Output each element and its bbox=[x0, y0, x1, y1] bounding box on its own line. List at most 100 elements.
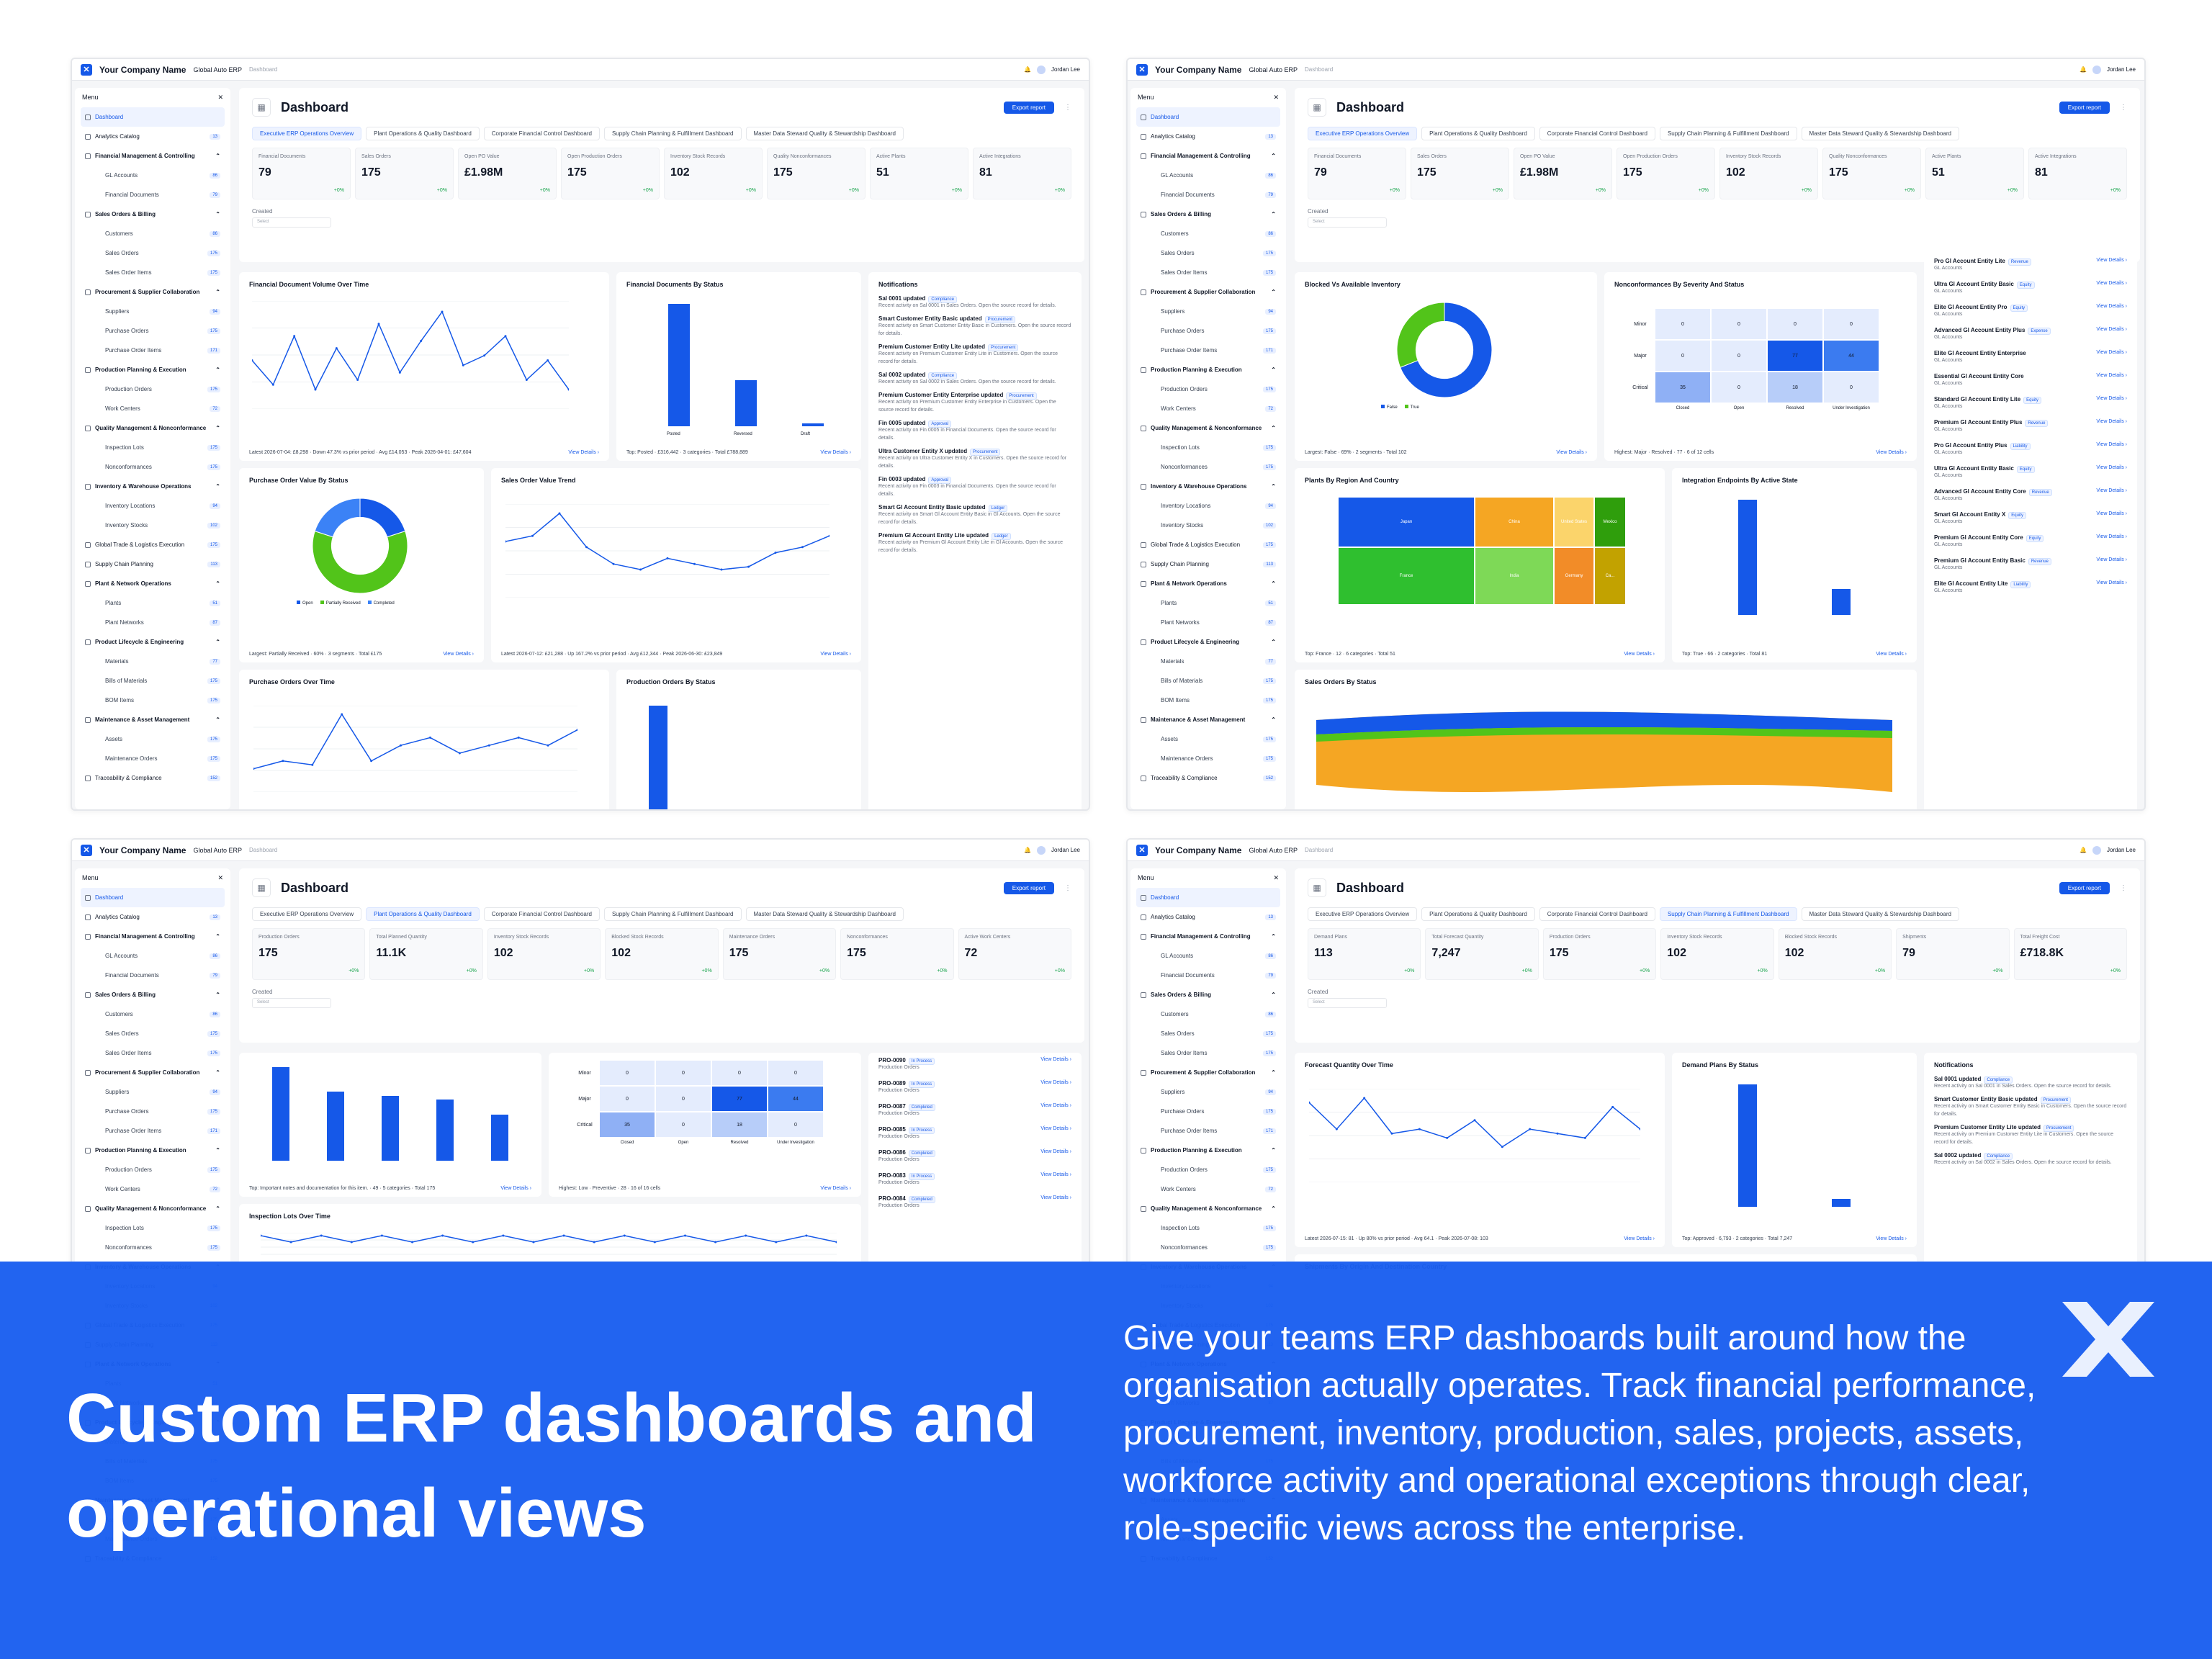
bar[interactable] bbox=[802, 423, 824, 426]
kpi-card[interactable]: Active Work Centers 72 +0% bbox=[958, 928, 1071, 980]
kpi-card[interactable]: Sales Orders 175 +0% bbox=[1411, 148, 1509, 199]
notification-item[interactable]: Premium Gl Account Entity Lite updated Le… bbox=[868, 529, 1082, 557]
tab[interactable]: Supply Chain Planning & Fulfillment Dash… bbox=[603, 907, 742, 921]
heatmap-cell[interactable]: 0 bbox=[1655, 308, 1711, 340]
sidebar-item[interactable]: Supply Chain Planning 113 bbox=[1136, 554, 1280, 574]
kpi-card[interactable]: Active Integrations 81 +0% bbox=[973, 148, 1071, 199]
sidebar-item[interactable]: Purchase Order Items 171 bbox=[1136, 341, 1280, 360]
bar[interactable] bbox=[1832, 1198, 1851, 1207]
tab[interactable]: Executive ERP Operations Overview bbox=[1308, 127, 1418, 140]
gl-account-item[interactable]: Pro Gl Account Entity Lite Revenue GL Acco… bbox=[1924, 253, 2137, 276]
chevron-up-icon[interactable]: ⌃ bbox=[1271, 483, 1276, 490]
sidebar-item[interactable]: GL Accounts 86 bbox=[81, 166, 225, 185]
heatmap-cell[interactable]: 0 bbox=[768, 1112, 824, 1138]
bar[interactable] bbox=[491, 1115, 508, 1161]
close-icon[interactable]: ✕ bbox=[1273, 94, 1279, 101]
heatmap-cell[interactable]: 0 bbox=[1823, 372, 1879, 403]
bar[interactable] bbox=[667, 304, 690, 426]
notification-item[interactable]: Smart Customer Entity Basic updated Procu… bbox=[868, 313, 1082, 341]
sidebar-item[interactable]: Traceability & Compliance 152 bbox=[81, 768, 225, 788]
sidebar-item[interactable]: Maintenance Orders 175 bbox=[1136, 749, 1280, 768]
sidebar-item[interactable]: Nonconformances 175 bbox=[1136, 1238, 1280, 1257]
sidebar-item[interactable]: Production Planning & Execution ⌃ bbox=[1136, 360, 1280, 379]
kpi-card[interactable]: Total Planned Quantity 11.1K +0% bbox=[369, 928, 483, 980]
sidebar-item[interactable]: Purchase Orders 175 bbox=[81, 1102, 225, 1121]
sidebar-item[interactable]: Suppliers 94 bbox=[1136, 302, 1280, 321]
kpi-card[interactable]: Shipments 79 +0% bbox=[1896, 928, 2010, 980]
sidebar-item[interactable]: Nonconformances 175 bbox=[81, 1238, 225, 1257]
bar[interactable] bbox=[327, 1092, 344, 1161]
chevron-up-icon[interactable]: ⌃ bbox=[1271, 716, 1276, 723]
sidebar-item[interactable]: Sales Order Items 175 bbox=[1136, 263, 1280, 282]
view-details-link[interactable]: View Details › bbox=[820, 450, 851, 455]
heatmap-cell[interactable]: 0 bbox=[768, 1060, 824, 1086]
view-details-link[interactable]: View Details › bbox=[443, 652, 474, 657]
heatmap-cell[interactable]: 0 bbox=[599, 1060, 655, 1086]
kpi-card[interactable]: Production Orders 175 +0% bbox=[252, 928, 366, 980]
chevron-up-icon[interactable]: ⌃ bbox=[1271, 1069, 1276, 1076]
view-details-link[interactable]: View Details › bbox=[1040, 1080, 1071, 1085]
tab[interactable]: Executive ERP Operations Overview bbox=[1308, 907, 1418, 921]
view-details-link[interactable]: View Details › bbox=[2096, 350, 2127, 355]
bar[interactable] bbox=[735, 379, 757, 426]
kpi-card[interactable]: Active Integrations 81 +0% bbox=[2028, 148, 2127, 199]
chevron-up-icon[interactable]: ⌃ bbox=[1271, 933, 1276, 940]
view-details-link[interactable]: View Details › bbox=[500, 1186, 531, 1191]
sidebar-item[interactable]: Quality Management & Nonconformance ⌃ bbox=[1136, 1199, 1280, 1218]
view-details-link[interactable]: View Details › bbox=[820, 652, 851, 657]
chevron-up-icon[interactable]: ⌃ bbox=[215, 211, 220, 217]
notification-item[interactable]: Sal 0001 updated Compliance Recent activit… bbox=[1924, 1073, 2137, 1093]
sidebar-item[interactable]: Production Orders 175 bbox=[81, 379, 225, 399]
kpi-card[interactable]: Financial Documents 79 +0% bbox=[1308, 148, 1406, 199]
sidebar-item[interactable]: Assets 175 bbox=[1136, 729, 1280, 749]
sidebar-item[interactable]: Procurement & Supplier Collaboration ⌃ bbox=[81, 1063, 225, 1082]
view-details-link[interactable]: View Details › bbox=[1040, 1057, 1071, 1062]
sidebar-item[interactable]: Purchase Order Items 171 bbox=[81, 1121, 225, 1141]
view-details-link[interactable]: View Details › bbox=[1624, 1236, 1655, 1241]
bell-icon[interactable]: 🔔 bbox=[2080, 847, 2087, 853]
sidebar-item[interactable]: Inspection Lots 175 bbox=[81, 438, 225, 457]
heatmap-cell[interactable]: 44 bbox=[1823, 340, 1879, 372]
chevron-up-icon[interactable]: ⌃ bbox=[215, 716, 220, 723]
tab[interactable]: Master Data Steward Quality & Stewardshi… bbox=[1801, 127, 1959, 140]
chevron-up-icon[interactable]: ⌃ bbox=[1271, 153, 1276, 159]
sidebar-item[interactable]: Plants 51 bbox=[1136, 593, 1280, 613]
view-details-link[interactable]: View Details › bbox=[2096, 534, 2127, 539]
sidebar-item[interactable]: Work Centers 72 bbox=[1136, 1179, 1280, 1199]
gl-account-item[interactable]: Premium Gl Account Entity Core Equity GL A… bbox=[1924, 530, 2137, 553]
avatar[interactable] bbox=[2092, 845, 2101, 855]
sidebar-item[interactable]: Dashboard bbox=[81, 888, 225, 907]
avatar[interactable] bbox=[1036, 65, 1046, 74]
kpi-card[interactable]: Active Plants 51 +0% bbox=[1925, 148, 2024, 199]
created-filter-select[interactable]: Select bbox=[252, 217, 331, 228]
sidebar-item[interactable]: Dashboard bbox=[81, 107, 225, 127]
user-name[interactable]: Jordan Lee bbox=[2106, 66, 2136, 73]
sidebar-item[interactable]: Financial Management & Controlling ⌃ bbox=[1136, 927, 1280, 946]
notification-item[interactable]: Sal 0001 updated Compliance Recent activit… bbox=[868, 292, 1082, 313]
sidebar-item[interactable]: Inspection Lots 175 bbox=[1136, 1218, 1280, 1238]
sidebar-item[interactable]: Suppliers 94 bbox=[1136, 1082, 1280, 1102]
more-icon[interactable]: ⋮ bbox=[1064, 884, 1071, 892]
tab[interactable]: Supply Chain Planning & Fulfillment Dash… bbox=[603, 127, 742, 140]
view-details-link[interactable]: View Details › bbox=[2096, 281, 2127, 286]
notification-item[interactable]: Premium Customer Entity Enterprise updat… bbox=[868, 389, 1082, 417]
sidebar-item[interactable]: Production Planning & Execution ⌃ bbox=[81, 1141, 225, 1160]
sidebar-item[interactable]: Inventory Locations 94 bbox=[81, 496, 225, 516]
sidebar-item[interactable]: Quality Management & Nonconformance ⌃ bbox=[81, 418, 225, 438]
chevron-up-icon[interactable]: ⌃ bbox=[1271, 639, 1276, 645]
kpi-card[interactable]: Demand Plans 113 +0% bbox=[1308, 928, 1421, 980]
export-report-button[interactable]: Export report bbox=[2059, 881, 2110, 894]
sidebar-item[interactable]: Procurement & Supplier Collaboration ⌃ bbox=[1136, 1063, 1280, 1082]
kpi-card[interactable]: Quality Nonconformances 175 +0% bbox=[767, 148, 866, 199]
sidebar-item[interactable]: Quality Management & Nonconformance ⌃ bbox=[81, 1199, 225, 1218]
sidebar-item[interactable]: Work Centers 72 bbox=[81, 1179, 225, 1199]
kpi-card[interactable]: Inventory Stock Records 102 +0% bbox=[664, 148, 763, 199]
sidebar-item[interactable]: Inventory Stocks 102 bbox=[1136, 516, 1280, 535]
sidebar-item[interactable]: Procurement & Supplier Collaboration ⌃ bbox=[81, 282, 225, 302]
sidebar-item[interactable]: Inventory & Warehouse Operations ⌃ bbox=[1136, 477, 1280, 496]
bar[interactable] bbox=[1832, 588, 1851, 615]
view-details-link[interactable]: View Details › bbox=[1876, 450, 1907, 455]
gl-account-item[interactable]: Premium Gl Account Entity Basic Revenue GL… bbox=[1924, 553, 2137, 576]
sidebar-item[interactable]: BOM Items 175 bbox=[81, 691, 225, 710]
sidebar-item[interactable]: BOM Items 175 bbox=[1136, 691, 1280, 710]
